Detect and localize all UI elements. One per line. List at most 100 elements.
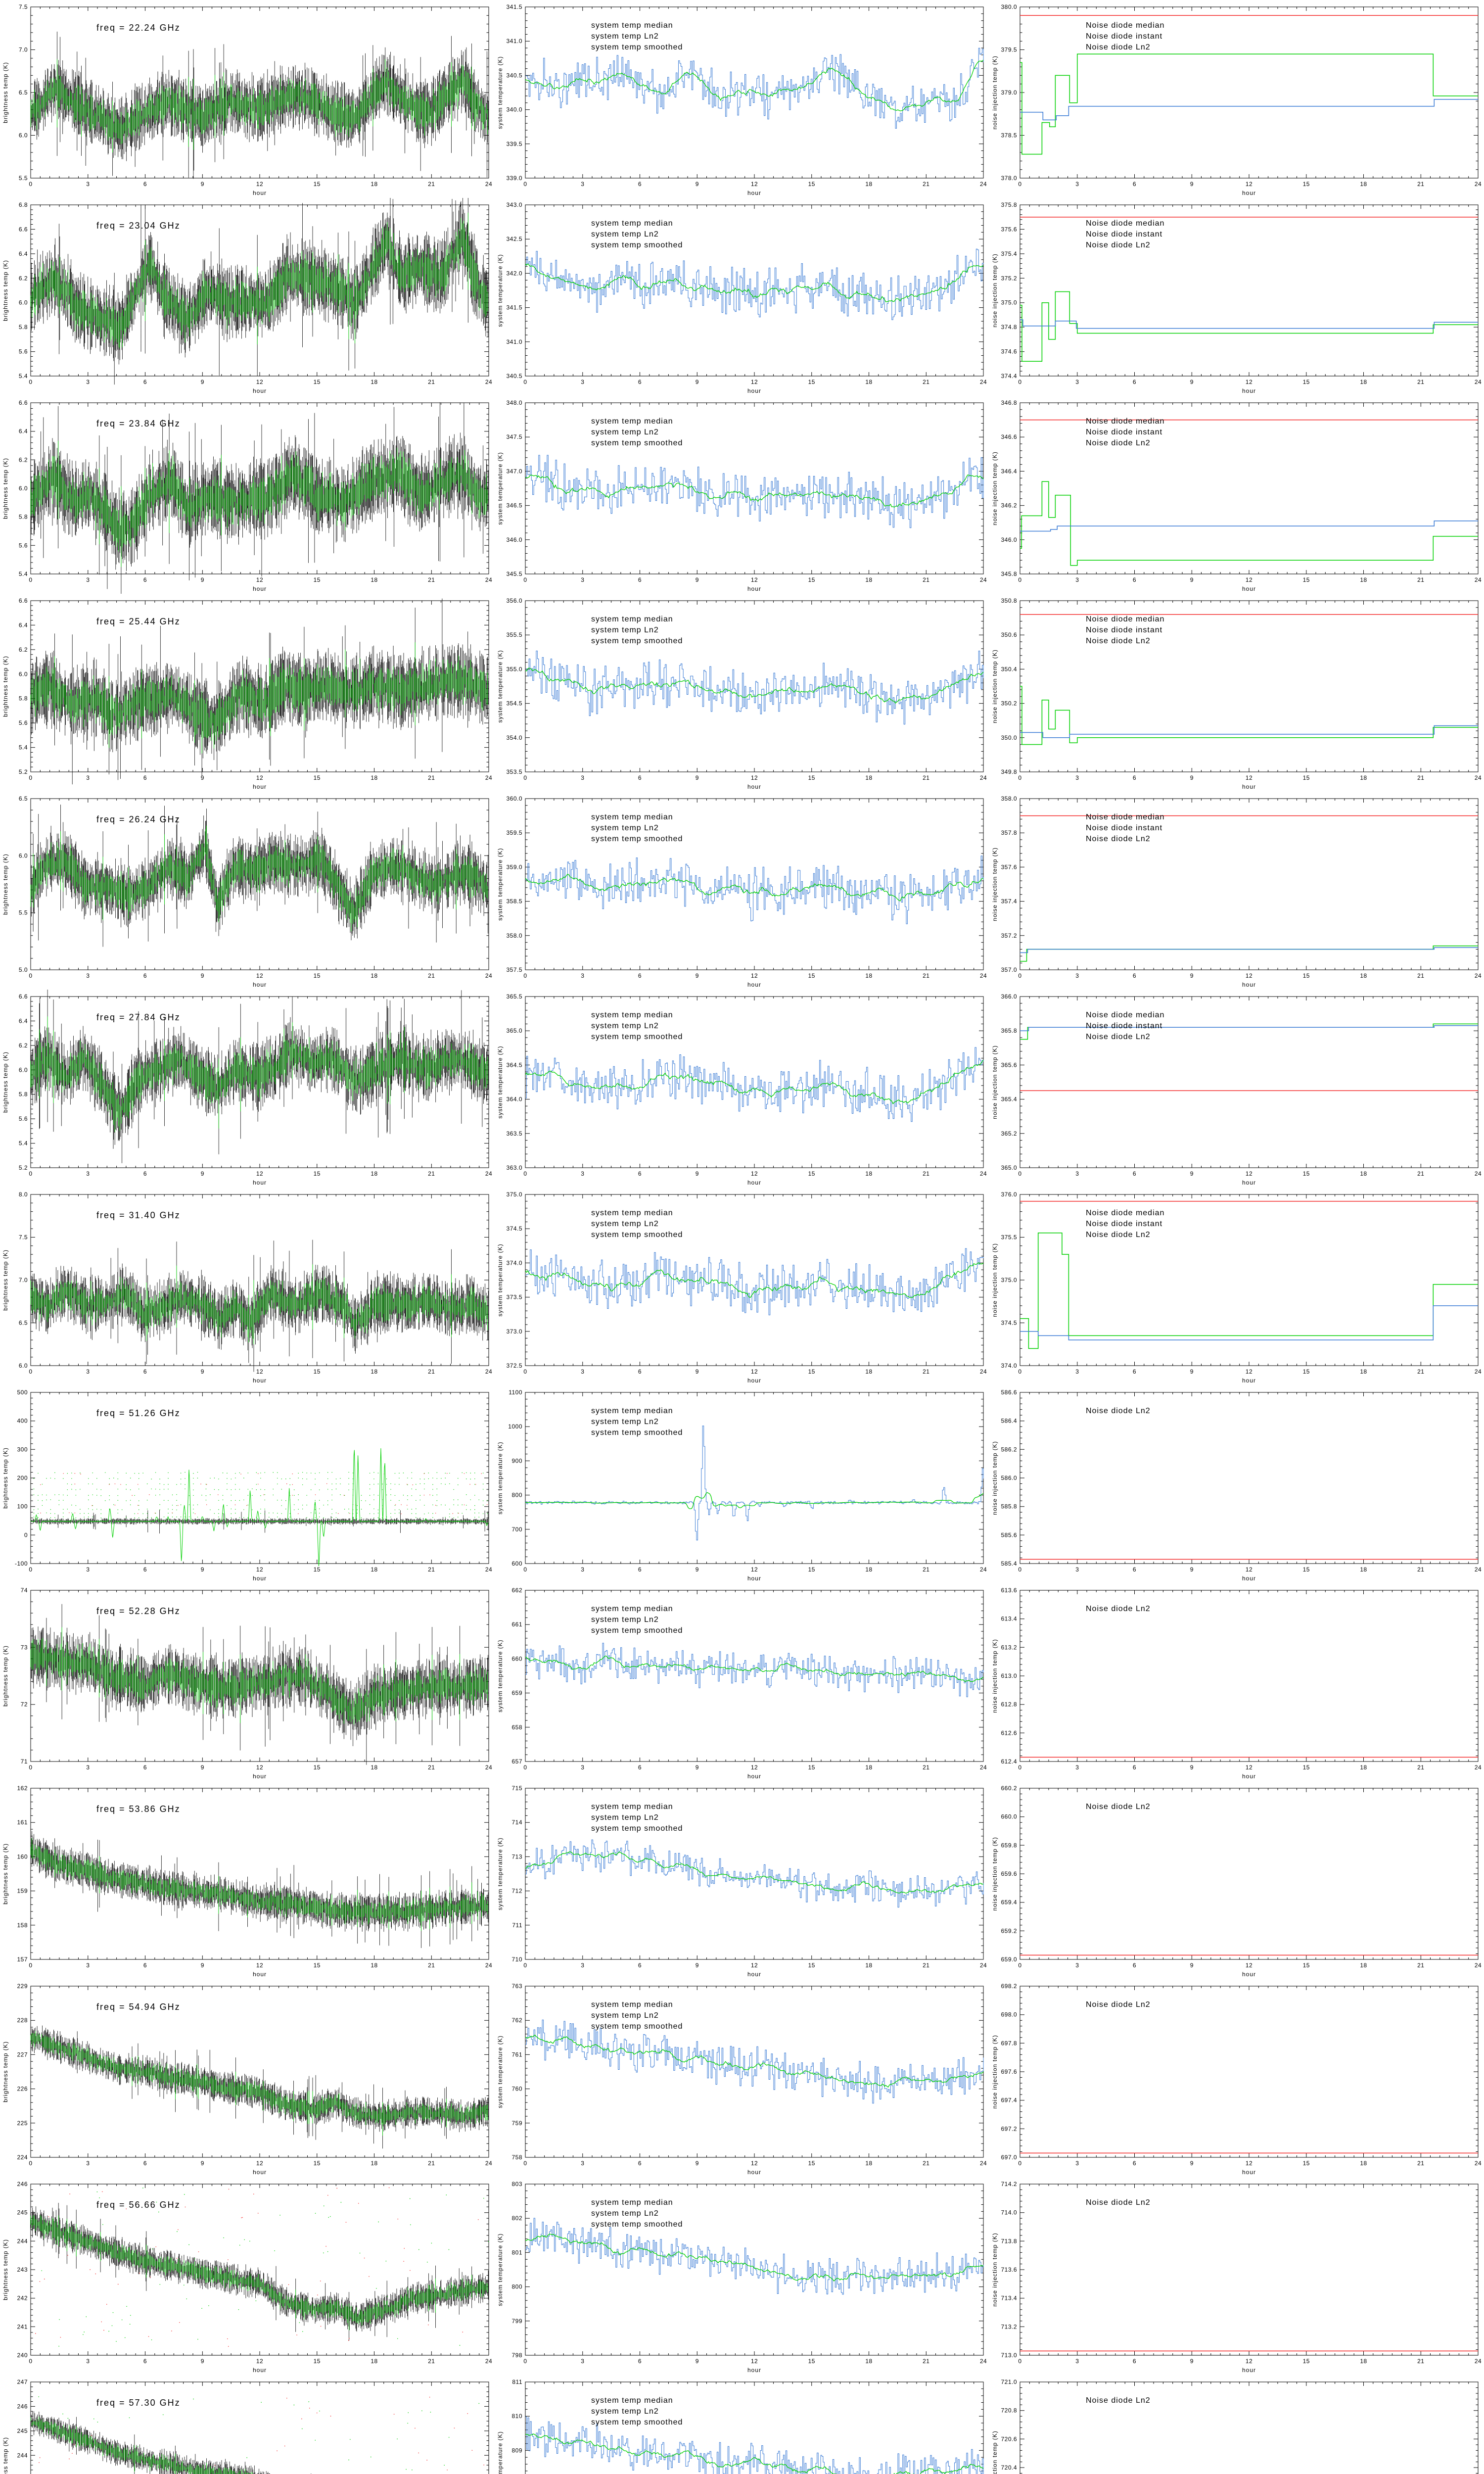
y-axis-label: noise injection temp (K) bbox=[991, 253, 998, 327]
legend-entry: system temp median bbox=[591, 1011, 673, 1019]
y-tick-label: 340.5 bbox=[506, 72, 522, 79]
x-tick-label: 9 bbox=[696, 774, 699, 781]
x-tick-label: 6 bbox=[638, 1368, 642, 1375]
x-axis-label: hour bbox=[747, 2367, 761, 2374]
y-axis-label: noise injection temp (K) bbox=[991, 1243, 998, 1317]
y-tick-label: 158 bbox=[17, 1922, 28, 1929]
x-tick-label: 21 bbox=[428, 1962, 435, 1969]
y-tick-label: 612.4 bbox=[1001, 1758, 1017, 1765]
plot-panel: system temp median system temp Ln2 system … bbox=[495, 1781, 989, 1979]
y-axis-label: brightness temp (K) bbox=[2, 656, 9, 717]
y-axis-label: brightness temp (K) bbox=[2, 854, 9, 915]
y-tick-label: 5.2 bbox=[19, 768, 28, 775]
system-temp-plot-row9: system temp median system temp Ln2 system … bbox=[497, 1587, 987, 1780]
x-axis-label: hour bbox=[747, 783, 761, 790]
x-tick-label: 24 bbox=[485, 181, 492, 188]
line-diode-median bbox=[1020, 725, 1478, 738]
x-tick-label: 6 bbox=[638, 2160, 642, 2167]
x-tick-label: 9 bbox=[1190, 1566, 1194, 1573]
system-temp-plot-row7: system temp median system temp Ln2 system … bbox=[497, 1191, 987, 1384]
x-tick-label: 9 bbox=[201, 576, 204, 583]
x-tick-label: 6 bbox=[1133, 774, 1136, 781]
x-tick-label: 12 bbox=[256, 181, 263, 188]
y-tick-label: 357.6 bbox=[1001, 863, 1017, 870]
x-tick-label: 0 bbox=[29, 181, 32, 188]
x-tick-label: 0 bbox=[523, 972, 527, 979]
y-tick-label: 759 bbox=[511, 2120, 522, 2127]
x-tick-label: 0 bbox=[1018, 1962, 1021, 1969]
x-tick-label: 9 bbox=[201, 972, 204, 979]
y-tick-label: 697.2 bbox=[1001, 2125, 1017, 2132]
y-tick-label: 375.8 bbox=[1001, 201, 1017, 208]
scatter-green bbox=[30, 212, 488, 349]
system-temp-plot-row10: system temp median system temp Ln2 system … bbox=[497, 1785, 987, 1978]
x-tick-label: 3 bbox=[1075, 1962, 1079, 1969]
x-tick-label: 21 bbox=[1417, 2358, 1424, 2365]
plot-panel: Noise diode Ln2 0 3 6 9 12 15 18 21 24 612.4 612.6 6… bbox=[989, 1583, 1484, 1781]
y-tick-label: 811 bbox=[512, 2379, 522, 2385]
x-tick-label: 0 bbox=[523, 2160, 527, 2167]
y-tick-label: 360.0 bbox=[506, 795, 522, 802]
x-tick-label: 0 bbox=[1018, 181, 1021, 188]
plot-panel: freq = 31.40 GHz 0 3 6 9 12 15 18 21 24 6.0 6.5 7.0 7… bbox=[0, 1188, 495, 1385]
y-tick-label: 5.8 bbox=[19, 514, 28, 521]
x-tick-label: 21 bbox=[428, 2358, 435, 2365]
y-tick-label: 365.5 bbox=[506, 993, 522, 1000]
line-diode-median bbox=[1020, 1305, 1478, 1340]
x-axis-label: hour bbox=[1242, 1971, 1256, 1978]
plot-panel: Noise diode median Noise diode instant Noi… bbox=[989, 0, 1484, 198]
legend-entry: Noise diode instant bbox=[1086, 32, 1162, 41]
legend-entry: Noise diode instant bbox=[1086, 824, 1162, 832]
x-tick-label: 9 bbox=[696, 576, 699, 583]
line-diode-instant bbox=[1020, 1233, 1478, 1349]
x-tick-label: 24 bbox=[485, 2358, 492, 2365]
legend-entry: system temp median bbox=[591, 417, 673, 426]
line-diode-median bbox=[1020, 520, 1478, 532]
panel-title-freq: freq = 56.66 GHz bbox=[96, 2200, 181, 2210]
x-tick-label: 21 bbox=[1417, 576, 1424, 583]
y-tick-label: 801 bbox=[511, 2249, 522, 2256]
axes-frame bbox=[1020, 2381, 1479, 2474]
y-axis-label: noise injection temp (K) bbox=[991, 2430, 998, 2474]
y-tick-label: 659.2 bbox=[1001, 1927, 1017, 1934]
y-tick-label: 8.0 bbox=[19, 1191, 28, 1198]
x-axis-label: hour bbox=[747, 1179, 761, 1186]
x-tick-label: 3 bbox=[86, 379, 90, 385]
x-tick-label: 6 bbox=[1133, 1566, 1136, 1573]
legend-entry: system temp median bbox=[591, 21, 673, 30]
y-tick-label: 6.2 bbox=[19, 275, 28, 282]
x-tick-label: 12 bbox=[751, 2358, 758, 2365]
x-axis-label: hour bbox=[747, 1971, 761, 1978]
legend-entry: system temp median bbox=[591, 1605, 673, 1613]
x-tick-label: 21 bbox=[923, 576, 929, 583]
trace-green-spiky bbox=[30, 1448, 489, 1567]
y-tick-label: 661 bbox=[511, 1621, 522, 1628]
y-tick-label: 246 bbox=[17, 2181, 28, 2188]
y-tick-label: 761 bbox=[511, 2051, 522, 2058]
legend-entry: system temp Ln2 bbox=[591, 1418, 659, 1426]
trace-median bbox=[525, 248, 984, 320]
x-tick-label: 3 bbox=[581, 2358, 584, 2365]
x-tick-label: 0 bbox=[29, 1566, 32, 1573]
x-tick-label: 6 bbox=[1133, 1962, 1136, 1969]
y-tick-label: 5.6 bbox=[19, 542, 28, 549]
axes-frame bbox=[1020, 2184, 1479, 2356]
legend-entry: Noise diode Ln2 bbox=[1086, 439, 1151, 447]
x-tick-label: 15 bbox=[1303, 1368, 1310, 1375]
x-tick-label: 6 bbox=[638, 1170, 642, 1177]
plot-panel: system temp median system temp Ln2 system … bbox=[495, 1979, 989, 2177]
y-tick-label: 762 bbox=[511, 2017, 522, 2024]
legend-entry: Noise diode Ln2 bbox=[1086, 1605, 1151, 1613]
legend-entry: Noise diode Ln2 bbox=[1086, 1803, 1151, 1811]
x-tick-label: 12 bbox=[1246, 1962, 1252, 1969]
scatter-green bbox=[30, 441, 488, 567]
x-tick-label: 3 bbox=[86, 1368, 90, 1375]
legend-entry: system temp Ln2 bbox=[591, 824, 659, 832]
plot-panel: Noise diode median Noise diode instant Noi… bbox=[989, 1188, 1484, 1385]
legend-entry: system temp Ln2 bbox=[591, 2209, 659, 2218]
y-tick-label: 6.6 bbox=[19, 226, 28, 233]
x-tick-label: 18 bbox=[865, 1962, 872, 1969]
y-tick-label: 657 bbox=[511, 1758, 522, 1765]
legend-entry: system temp Ln2 bbox=[591, 626, 659, 634]
legend-entry: Noise diode Ln2 bbox=[1086, 2000, 1151, 2009]
